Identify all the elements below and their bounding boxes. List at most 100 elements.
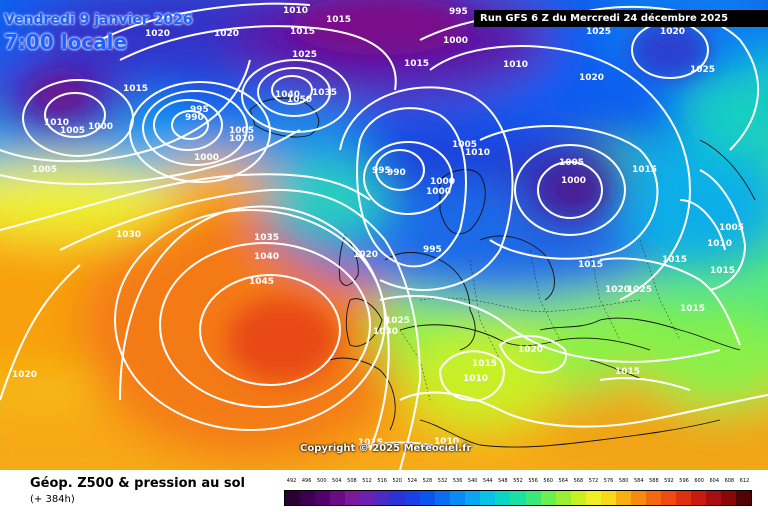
color-scale-value: 496 — [301, 478, 312, 484]
isobar-label: 1015 — [710, 266, 735, 276]
isobar-label: 1015 — [680, 304, 705, 314]
color-scale-value: 560 — [543, 478, 553, 484]
isobar-label: 1010 — [503, 60, 528, 70]
isobar-label: 1020 — [579, 73, 604, 83]
color-scale-value: 604 — [709, 478, 720, 484]
color-scale-swatch — [600, 491, 616, 505]
isobar-label: 1030 — [116, 230, 141, 240]
isobar-label: 1020 — [605, 285, 630, 295]
isobar-label: 1035 — [254, 233, 279, 243]
forecast-lead-time: (+ 384h) — [30, 494, 75, 505]
color-scale-swatch — [660, 491, 676, 505]
isobar-label: 1035 — [312, 88, 337, 98]
isobar-label: 1025 — [690, 65, 715, 75]
forecast-date: Vendredi 9 janvier 2026 — [4, 12, 193, 28]
color-scale-value: 580 — [618, 478, 629, 484]
color-scale-swatch — [540, 491, 556, 505]
color-scale-value: 532 — [437, 478, 448, 484]
color-scale-value: 568 — [573, 478, 584, 484]
color-scale-swatch — [630, 491, 646, 505]
color-scale-value: 504 — [332, 478, 342, 484]
isobar-label: 1020 — [12, 370, 37, 380]
isobar-label: 1015 — [123, 84, 148, 94]
isobar-label: 1015 — [326, 15, 351, 25]
isobar-label: 1020 — [660, 27, 685, 37]
isobar-label: 1020 — [145, 29, 170, 39]
color-scale-value: 516 — [377, 478, 387, 484]
color-scale-swatch — [570, 491, 586, 505]
isobar-label: 1045 — [249, 277, 274, 287]
color-scale-value: 540 — [467, 478, 478, 484]
color-scale-swatch — [645, 491, 661, 505]
isobar-label: 1015 — [472, 359, 497, 369]
isobar-label: 1010 — [434, 437, 459, 447]
color-scale-swatch — [720, 491, 736, 505]
isobar-label: 1010 — [465, 148, 490, 158]
color-scale-value: 592 — [664, 478, 674, 484]
color-scale-swatch — [735, 491, 751, 505]
isobar-label: 1015 — [358, 438, 383, 448]
color-scale-swatch — [390, 491, 406, 505]
color-scale-value: 536 — [452, 478, 463, 484]
isobar-label: 995 — [372, 166, 391, 176]
color-scale-value: 576 — [603, 478, 614, 484]
color-scale-swatch — [615, 491, 631, 505]
map-parameter-title: Géop. Z500 & pression au sol — [30, 476, 245, 491]
color-scale-value: 508 — [347, 478, 357, 484]
isobar-label: 1005 — [719, 223, 744, 233]
color-scale-swatch — [525, 491, 541, 505]
color-scale-swatch — [330, 491, 346, 505]
copyright-notice: Copyright © 2025 Meteociel.fr — [300, 443, 472, 454]
isobar-label: 1025 — [627, 285, 652, 295]
isobar-label: 1015 — [662, 255, 687, 265]
isobar-label: 1000 — [561, 176, 586, 186]
color-scale-swatch — [345, 491, 361, 505]
isobar-label: 1040 — [275, 90, 300, 100]
isobar-label: 1030 — [373, 327, 398, 337]
isobar-label: 1025 — [586, 27, 611, 37]
color-scale-value: 556 — [528, 478, 538, 484]
color-scale-swatch — [465, 491, 481, 505]
forecast-time: 7:00 locale — [4, 30, 128, 54]
isobar-label: 1005 — [452, 140, 477, 150]
color-scale-swatch — [420, 491, 436, 505]
isobars — [0, 2, 768, 470]
isobar-label: 1015 — [578, 260, 603, 270]
color-scale-value: 596 — [679, 478, 689, 484]
isobar-label: 1000 — [443, 36, 468, 46]
color-scale-value: 520 — [392, 478, 402, 484]
isobar-label: 1040 — [254, 252, 279, 262]
color-scale-swatch — [675, 491, 691, 505]
isobar-label: 1005 — [32, 165, 57, 175]
isobar-label: 1000 — [426, 187, 451, 197]
isobar-label: 995 — [423, 245, 442, 255]
isobar-label: 1020 — [214, 29, 239, 39]
isobar-label: 1015 — [615, 367, 640, 377]
color-scale-value: 524 — [407, 478, 418, 484]
color-scale-value: 544 — [483, 478, 493, 484]
color-scale-value: 588 — [649, 478, 659, 484]
isobar-label: 1015 — [632, 165, 657, 175]
isobar-label: 1015 — [404, 59, 429, 69]
color-scale-swatch — [480, 491, 496, 505]
color-scale-value: 492 — [286, 478, 297, 484]
isobar-label: 995 — [190, 105, 209, 115]
isobar-label: 1015 — [290, 27, 315, 37]
color-scale-swatch — [585, 491, 601, 505]
isobar-label: 990 — [387, 168, 406, 178]
isobar-label: 1010 — [283, 6, 308, 16]
isobar-label: 1010 — [463, 374, 488, 384]
color-scale-swatch — [375, 491, 391, 505]
color-scale-swatch — [450, 491, 466, 505]
isobar-label: 1050 — [287, 95, 312, 105]
color-scale-swatch — [705, 491, 721, 505]
isobar-label: 1005 — [559, 158, 584, 168]
isobar-label: 1000 — [88, 122, 113, 132]
color-scale-value: 564 — [558, 478, 569, 484]
isobar-label: 1000 — [194, 153, 219, 163]
isobar-label: 1010 — [44, 118, 69, 128]
isobar-label: 1010 — [707, 239, 732, 249]
color-scale-value: 612 — [739, 478, 750, 484]
isobar-label: 1025 — [385, 316, 410, 326]
